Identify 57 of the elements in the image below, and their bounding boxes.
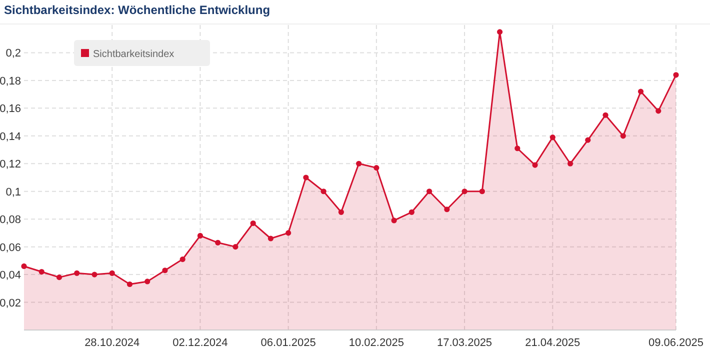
x-tick-label: 17.03.2025 bbox=[437, 337, 492, 349]
point bbox=[38, 268, 44, 275]
point bbox=[585, 137, 591, 143]
y-tick-label: 0,16 bbox=[0, 103, 21, 116]
x-tick-label: 10.02.2025 bbox=[348, 337, 404, 349]
point bbox=[638, 88, 644, 94]
point bbox=[426, 188, 432, 194]
point bbox=[250, 220, 256, 226]
point bbox=[215, 240, 221, 246]
point bbox=[109, 270, 115, 276]
point bbox=[532, 162, 538, 168]
y-tick-label: 0,06 bbox=[0, 242, 21, 254]
point bbox=[496, 29, 503, 35]
point bbox=[303, 174, 309, 180]
point bbox=[620, 133, 626, 139]
point bbox=[374, 164, 380, 171]
legend-label: Sichtbarkeitsindex bbox=[93, 49, 174, 60]
x-tick-label: 06.01.2025 bbox=[260, 337, 316, 349]
y-tick-label: 0,08 bbox=[0, 214, 21, 226]
x-tick-label: 28.10.2024 bbox=[84, 337, 140, 349]
point bbox=[74, 270, 80, 276]
x-tick-label: 02.12.2024 bbox=[172, 337, 228, 349]
point bbox=[338, 209, 344, 215]
point bbox=[408, 209, 414, 215]
point bbox=[462, 188, 468, 194]
x-tick-label: 09.06.2025 bbox=[648, 337, 704, 349]
y-tick-label: 0,2 bbox=[6, 48, 21, 60]
point bbox=[144, 278, 150, 284]
point bbox=[479, 188, 485, 194]
point bbox=[356, 160, 362, 166]
point bbox=[550, 134, 556, 140]
point bbox=[286, 230, 292, 236]
y-tick-label: 0,1 bbox=[6, 186, 21, 198]
point bbox=[268, 236, 274, 242]
y-tick-label: 0,14 bbox=[0, 130, 21, 143]
point bbox=[656, 108, 662, 114]
point bbox=[162, 268, 168, 274]
point bbox=[320, 188, 326, 194]
point bbox=[92, 272, 98, 278]
x-tick-label: 21.04.2025 bbox=[525, 337, 580, 349]
point bbox=[391, 218, 397, 224]
point bbox=[21, 263, 27, 270]
point bbox=[444, 206, 450, 212]
point bbox=[126, 281, 133, 288]
point bbox=[197, 232, 204, 239]
chart-title: Sichtbarkeitsindex: Wöchentliche Entwicklung bbox=[4, 3, 270, 17]
y-tick-label: 0,02 bbox=[0, 297, 21, 310]
point bbox=[232, 244, 238, 250]
y-tick-label: 0,18 bbox=[0, 75, 21, 88]
point bbox=[567, 160, 574, 166]
point bbox=[180, 256, 186, 262]
point bbox=[56, 274, 62, 280]
point bbox=[602, 112, 608, 118]
y-tick-label: 0,12 bbox=[0, 158, 21, 171]
point bbox=[514, 146, 520, 152]
point bbox=[673, 72, 679, 78]
y-tick-label: 0,04 bbox=[0, 270, 21, 282]
